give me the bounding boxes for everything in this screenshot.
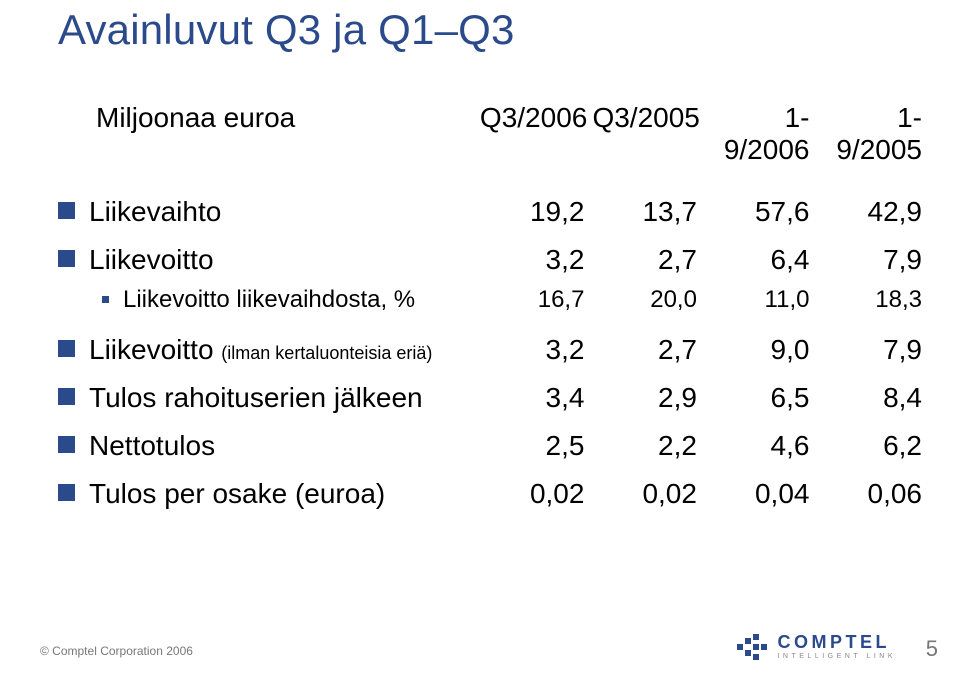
slide: Avainluvut Q3 ja Q1–Q3 Miljoonaa euroa Q… <box>0 0 960 682</box>
logo-mark-icon <box>737 634 767 660</box>
table-subrow: Liikevoitto liikevaihdosta, % 16,7 20,0 … <box>58 284 930 326</box>
col-1-9-2006: 1-9/2006 <box>705 102 818 188</box>
cell: 6,4 <box>705 236 818 284</box>
key-figures-table: Miljoonaa euroa Q3/2006 Q3/2005 1-9/2006… <box>58 102 920 518</box>
cell: 57,6 <box>705 188 818 236</box>
table-row: Liikevaihto 19,2 13,7 57,6 42,9 <box>58 188 930 236</box>
cell: 2,9 <box>592 374 705 422</box>
cell: 13,7 <box>592 188 705 236</box>
bullet-icon <box>58 436 75 453</box>
cell: 0,06 <box>817 470 930 518</box>
row-label: Tulos rahoituserien jälkeen <box>58 374 480 422</box>
footer: © Comptel Corporation 2006 COMPTEL INTEL… <box>0 628 960 658</box>
cell: 2,7 <box>592 326 705 374</box>
table-row: Nettotulos 2,5 2,2 4,6 6,2 <box>58 422 930 470</box>
bullet-icon <box>58 484 75 501</box>
logo-tagline: INTELLIGENT LINK <box>777 653 896 660</box>
cell: 42,9 <box>817 188 930 236</box>
cell: 3,4 <box>480 374 593 422</box>
copyright: © Comptel Corporation 2006 <box>40 644 193 658</box>
row-label: Nettotulos <box>58 422 480 470</box>
table-row: Liikevoitto (ilman kertaluonteisia eriä)… <box>58 326 930 374</box>
row-label: Tulos per osake (euroa) <box>58 470 480 518</box>
cell: 6,5 <box>705 374 818 422</box>
col-q3-2006: Q3/2006 <box>480 102 593 188</box>
cell: 9,0 <box>705 326 818 374</box>
logo-name: COMPTEL <box>777 633 896 651</box>
page-number: 5 <box>926 636 938 662</box>
page-title: Avainluvut Q3 ja Q1–Q3 <box>58 6 920 54</box>
bullet-icon <box>58 250 75 267</box>
col-q3-2005: Q3/2005 <box>592 102 705 188</box>
cell: 6,2 <box>817 422 930 470</box>
cell: 2,7 <box>592 236 705 284</box>
logo-text: COMPTEL INTELLIGENT LINK <box>777 633 896 660</box>
row-label: Liikevoitto (ilman kertaluonteisia eriä) <box>58 326 480 374</box>
cell: 3,2 <box>480 236 593 284</box>
header-label: Miljoonaa euroa <box>58 102 480 188</box>
cell: 4,6 <box>705 422 818 470</box>
cell: 18,3 <box>817 284 930 326</box>
table-header-row: Miljoonaa euroa Q3/2006 Q3/2005 1-9/2006… <box>58 102 930 188</box>
table-row: Tulos rahoituserien jälkeen 3,4 2,9 6,5 … <box>58 374 930 422</box>
bullet-icon <box>58 202 75 219</box>
row-label: Liikevoitto <box>58 236 480 284</box>
bullet-icon <box>58 340 75 357</box>
cell: 7,9 <box>817 236 930 284</box>
col-1-9-2005: 1-9/2005 <box>817 102 930 188</box>
table-row: Tulos per osake (euroa) 0,02 0,02 0,04 0… <box>58 470 930 518</box>
cell: 8,4 <box>817 374 930 422</box>
row-label: Liikevaihto <box>58 188 480 236</box>
cell: 0,04 <box>705 470 818 518</box>
sub-bullet-icon <box>102 296 109 303</box>
table-row: Liikevoitto 3,2 2,7 6,4 7,9 <box>58 236 930 284</box>
cell: 3,2 <box>480 326 593 374</box>
subrow-label: Liikevoitto liikevaihdosta, % <box>58 284 480 326</box>
bullet-icon <box>58 388 75 405</box>
cell: 2,2 <box>592 422 705 470</box>
table: Miljoonaa euroa Q3/2006 Q3/2005 1-9/2006… <box>58 102 930 518</box>
cell: 0,02 <box>592 470 705 518</box>
comptel-logo: COMPTEL INTELLIGENT LINK <box>737 633 896 660</box>
cell: 0,02 <box>480 470 593 518</box>
cell: 11,0 <box>705 284 818 326</box>
cell: 20,0 <box>592 284 705 326</box>
cell: 19,2 <box>480 188 593 236</box>
cell: 16,7 <box>480 284 593 326</box>
cell: 7,9 <box>817 326 930 374</box>
cell: 2,5 <box>480 422 593 470</box>
